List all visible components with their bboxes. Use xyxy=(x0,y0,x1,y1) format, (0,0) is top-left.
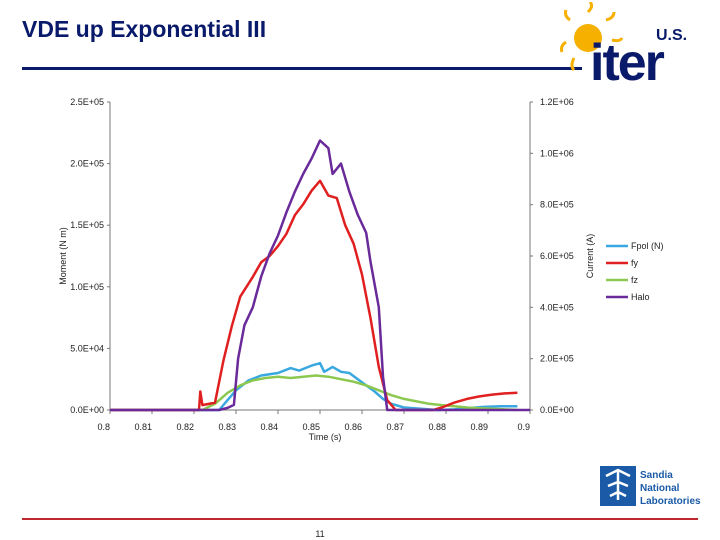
left-tick-label: 1.0E+05 xyxy=(70,282,104,292)
legend-label: Fpol (N) xyxy=(631,241,664,251)
iter-logo: U.S. iter xyxy=(560,2,687,82)
left-axis-label: Moment (N m) xyxy=(58,227,68,285)
right-tick-label: 1.2E+06 xyxy=(540,97,574,107)
left-tick-label: 2.5E+05 xyxy=(70,97,104,107)
left-tick-label: 1.5E+05 xyxy=(70,220,104,230)
logo-line-1: Sandia xyxy=(640,470,673,481)
series-line-fz xyxy=(110,374,518,412)
header-rule xyxy=(22,67,582,70)
left-tick-label: 0.0E+00 xyxy=(70,405,104,415)
x-tick-label: 0.89 xyxy=(470,422,488,432)
right-axis-label: Current (A) xyxy=(585,234,595,279)
x-tick-label: 0.82 xyxy=(176,422,194,432)
x-tick-label: 0.86 xyxy=(344,422,362,432)
right-tick-label: 8.0E+05 xyxy=(540,200,574,210)
slide-title: VDE up Exponential III xyxy=(22,16,267,42)
x-axis-label: Time (s) xyxy=(309,432,342,442)
legend-label: fy xyxy=(631,258,639,268)
right-tick-label: 4.0E+05 xyxy=(540,302,574,312)
right-tick-label: 1.0E+06 xyxy=(540,148,574,158)
series-line-halo xyxy=(110,139,530,412)
logo-line-2: National xyxy=(640,483,680,494)
sandia-logo: Sandia National Laboratories xyxy=(600,466,701,507)
x-tick-label: 0.83 xyxy=(218,422,236,432)
right-tick-label: 6.0E+05 xyxy=(540,251,574,261)
page-number: 11 xyxy=(315,529,325,539)
x-tick-label: 0.8 xyxy=(97,422,110,432)
logo-line-3: Laboratories xyxy=(640,496,701,507)
series-line-fy xyxy=(110,179,518,412)
x-tick-label: 0.88 xyxy=(428,422,446,432)
sun-icon xyxy=(560,2,624,72)
x-tick-label: 0.87 xyxy=(386,422,404,432)
logo-word: iter xyxy=(590,34,665,82)
right-tick-label: 2.0E+05 xyxy=(540,354,574,364)
left-tick-label: 2.0E+05 xyxy=(70,159,104,169)
x-tick-label: 0.84 xyxy=(260,422,278,432)
x-tick-label: 0.9 xyxy=(517,422,530,432)
footer-rule xyxy=(22,518,698,520)
logo-top-text: U.S. xyxy=(656,27,687,44)
x-tick-label: 0.81 xyxy=(134,422,152,432)
x-tick-label: 0.85 xyxy=(302,422,320,432)
left-tick-label: 5.0E+04 xyxy=(70,343,104,353)
right-tick-label: 0.0E+00 xyxy=(540,405,574,415)
legend-label: fz xyxy=(631,275,639,285)
legend-label: Halo xyxy=(631,292,650,302)
